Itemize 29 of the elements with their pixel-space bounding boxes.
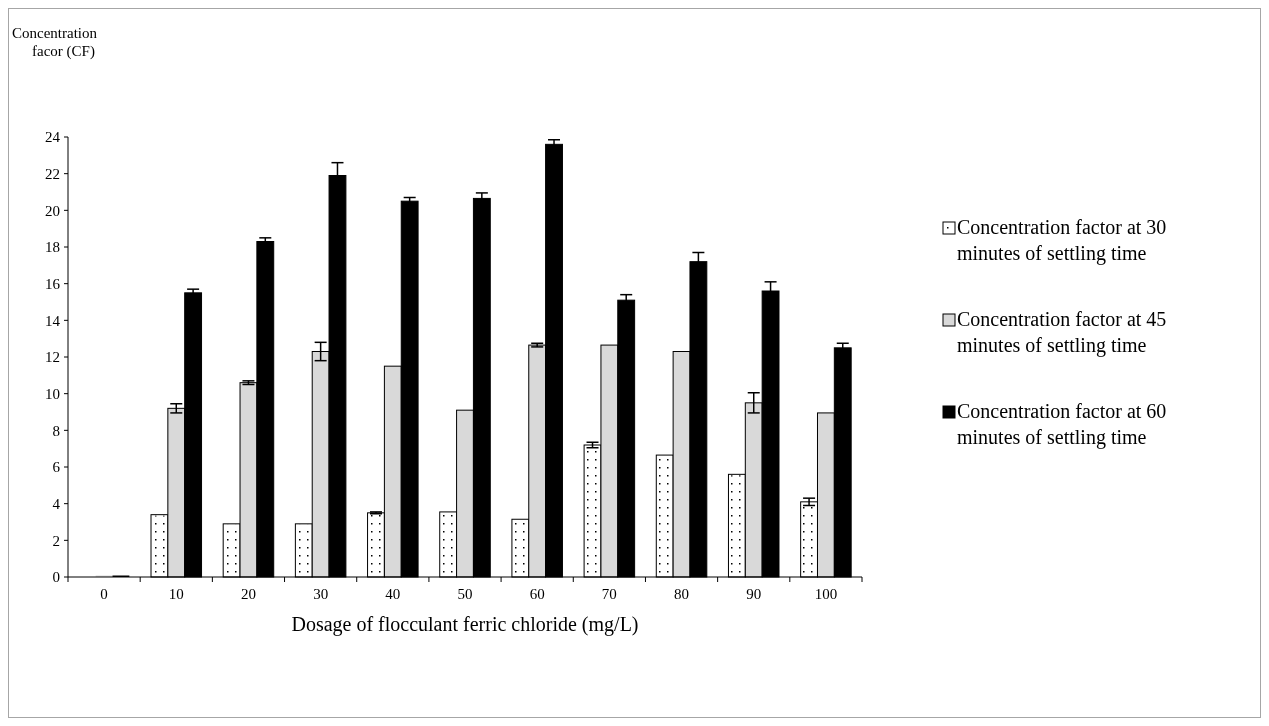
x-tick-label: 10 <box>168 586 184 602</box>
x-tick-label: 50 <box>457 586 473 602</box>
y-tick-label: 14 <box>45 312 61 329</box>
y-tick-label: 18 <box>45 239 60 256</box>
y-tick-label: 4 <box>52 495 61 512</box>
x-tick-label: 0 <box>100 586 108 602</box>
y-tick-label: 10 <box>45 385 60 402</box>
x-tick-label: 80 <box>674 586 690 602</box>
x-axis-title: Dosage of flocculant ferric chloride (mg/L) <box>291 613 639 636</box>
x-tick-label: 70 <box>601 586 617 602</box>
y-tick-label: 0 <box>52 569 60 586</box>
x-tick-label: 60 <box>529 586 545 602</box>
x-tick-label: 40 <box>385 586 401 602</box>
legend-label: Concentration factor at 30 minutes of settling time <box>957 216 1167 265</box>
y-tick-label: 2 <box>52 532 60 549</box>
y-tick-label: 6 <box>52 459 61 476</box>
x-tick-label: 30 <box>313 586 329 602</box>
y-tick-label: 16 <box>45 275 61 292</box>
legend-label: Concentration factor at 60 minutes of settling time <box>957 400 1167 449</box>
y-tick-label: 20 <box>45 202 60 219</box>
y-tick-label: 8 <box>52 422 60 439</box>
x-tick-label: 90 <box>746 586 762 602</box>
y-tick-label: 22 <box>45 165 60 182</box>
y-tick-label: 12 <box>45 349 60 366</box>
x-tick-label: 100 <box>814 586 838 602</box>
y-tick-label: 24 <box>45 129 61 146</box>
x-tick-label: 20 <box>240 586 256 602</box>
y-axis-title: Concentration facor (CF) <box>12 25 98 60</box>
legend-label: Concentration factor at 45 minutes of settling time <box>957 308 1167 357</box>
